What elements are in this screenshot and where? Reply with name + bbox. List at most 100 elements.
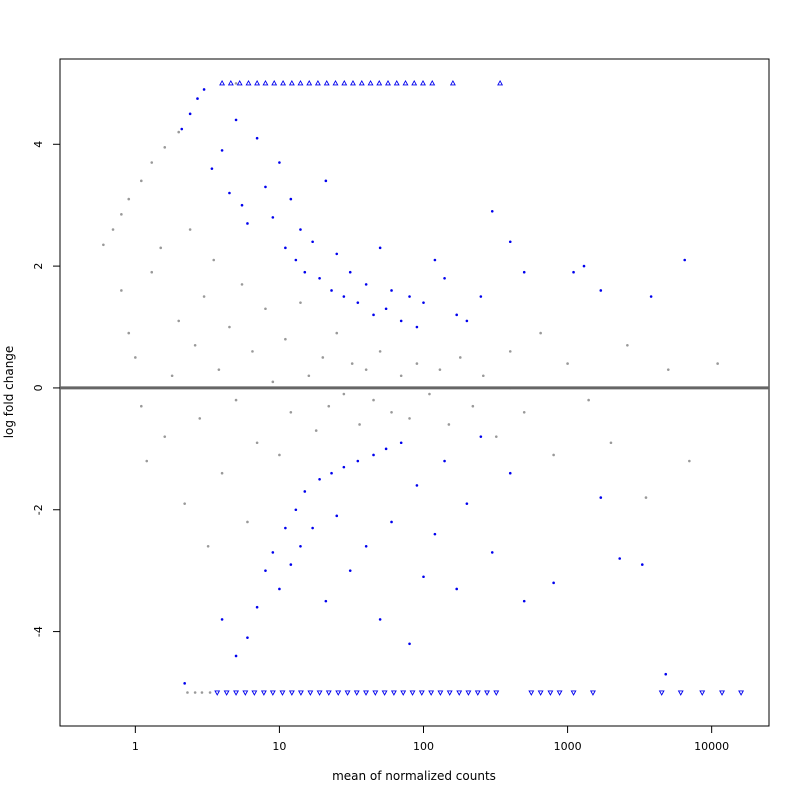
point-not-significant [228, 325, 231, 329]
point-significant [364, 283, 368, 286]
point-clipped-high [341, 80, 348, 86]
point-clipped-low [269, 690, 276, 696]
point-significant [582, 264, 586, 268]
point-not-significant [159, 246, 163, 250]
point-not-significant [193, 343, 197, 347]
y-tick-label: -2 [32, 504, 45, 515]
point-clipped-high [262, 80, 269, 86]
point-significant [264, 185, 267, 189]
point-significant [264, 569, 267, 572]
point-clipped-low [428, 690, 435, 696]
point-clipped-high [297, 80, 304, 86]
point-significant [599, 289, 603, 292]
point-clipped-low [437, 690, 444, 696]
point-not-significant [428, 392, 431, 396]
point-not-significant [508, 350, 512, 353]
point-significant [552, 581, 555, 585]
point-clipped-low [260, 690, 267, 696]
point-significant [299, 228, 302, 231]
point-significant [196, 97, 199, 100]
point-significant [271, 551, 275, 554]
point-clipped-low [353, 690, 360, 696]
point-clipped-low [372, 690, 379, 696]
point-significant [330, 471, 333, 475]
point-significant [271, 216, 275, 219]
point-not-significant [200, 691, 204, 694]
point-not-significant [350, 362, 354, 365]
point-significant [522, 599, 526, 603]
point-significant [311, 526, 314, 530]
point-significant [399, 319, 403, 323]
point-significant [255, 136, 259, 140]
point-clipped-low [465, 690, 472, 696]
point-significant [318, 276, 321, 280]
point-not-significant [140, 179, 143, 183]
point-significant [599, 496, 603, 499]
x-tick-label: 10 [272, 740, 286, 753]
point-not-significant [188, 228, 192, 231]
point-not-significant [193, 691, 197, 694]
plot-frame [59, 58, 770, 727]
point-significant [372, 453, 375, 457]
point-clipped-high [306, 80, 313, 86]
point-not-significant [111, 228, 115, 231]
point-not-significant [163, 435, 167, 438]
point-not-significant [177, 130, 181, 134]
point-clipped-low [335, 690, 342, 696]
point-not-significant [264, 307, 267, 311]
point-not-significant [150, 161, 154, 164]
point-significant [649, 295, 653, 298]
point-significant [455, 587, 459, 591]
point-significant [378, 618, 382, 621]
point-not-significant [186, 691, 189, 694]
point-significant [618, 557, 621, 560]
point-significant [408, 642, 411, 646]
point-not-significant [278, 453, 281, 457]
point-clipped-low [214, 690, 221, 696]
point-not-significant [415, 362, 419, 365]
x-axis-title: mean of normalized counts [332, 769, 496, 783]
point-clipped-low [547, 690, 554, 696]
point-not-significant [358, 423, 361, 426]
point-not-significant [438, 368, 442, 371]
point-clipped-high [411, 80, 418, 86]
point-clipped-low [537, 690, 544, 696]
point-significant [342, 465, 346, 469]
point-clipped-low [279, 690, 286, 696]
point-clipped-low [288, 690, 295, 696]
point-clipped-low [325, 690, 332, 696]
point-significant [356, 301, 360, 304]
point-clipped-low [589, 690, 596, 696]
point-significant [234, 654, 238, 658]
point-not-significant [408, 417, 411, 420]
point-significant [335, 514, 339, 518]
point-significant [278, 161, 281, 164]
point-significant [479, 435, 483, 438]
point-clipped-high [393, 80, 400, 86]
point-clipped-high [350, 80, 356, 86]
point-not-significant [183, 502, 186, 505]
point-clipped-low [738, 690, 745, 696]
point-clipped-low [316, 690, 323, 696]
point-significant [465, 502, 469, 505]
point-clipped-high [497, 80, 504, 86]
point-clipped-high [358, 80, 365, 86]
point-clipped-low [400, 690, 407, 696]
point-clipped-low [223, 690, 230, 696]
point-significant [324, 599, 328, 603]
point-clipped-low [677, 690, 684, 696]
point-significant [188, 112, 192, 116]
point-not-significant [587, 398, 590, 402]
y-tick-label: 4 [32, 141, 45, 148]
point-clipped-high [449, 80, 456, 86]
point-clipped-low [446, 690, 453, 696]
point-significant [335, 252, 339, 256]
point-significant [408, 295, 411, 298]
point-not-significant [522, 411, 526, 414]
point-significant [422, 575, 425, 579]
point-significant [255, 605, 259, 609]
point-significant [202, 88, 206, 91]
point-clipped-low [409, 690, 416, 696]
point-not-significant [539, 331, 542, 335]
point-clipped-low [307, 690, 314, 696]
